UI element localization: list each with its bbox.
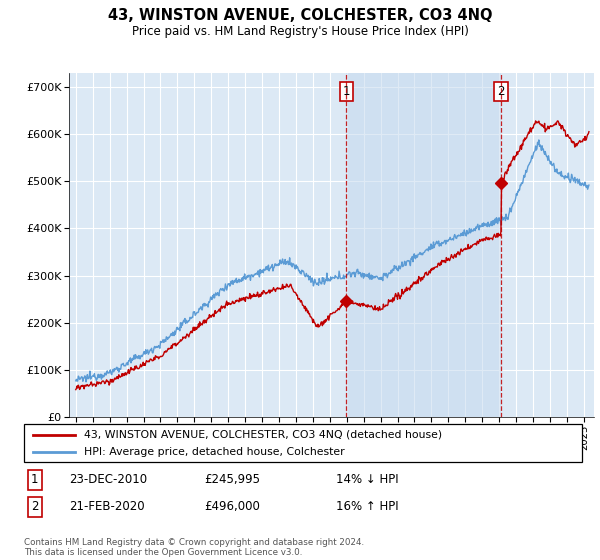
Text: 14% ↓ HPI: 14% ↓ HPI — [336, 473, 398, 487]
Text: Price paid vs. HM Land Registry's House Price Index (HPI): Price paid vs. HM Land Registry's House … — [131, 25, 469, 38]
Text: 2: 2 — [31, 500, 38, 514]
Text: 43, WINSTON AVENUE, COLCHESTER, CO3 4NQ (detached house): 43, WINSTON AVENUE, COLCHESTER, CO3 4NQ … — [84, 430, 442, 440]
Text: Contains HM Land Registry data © Crown copyright and database right 2024.
This d: Contains HM Land Registry data © Crown c… — [24, 538, 364, 557]
Text: 1: 1 — [31, 473, 38, 487]
Text: £245,995: £245,995 — [204, 473, 260, 487]
Text: 2: 2 — [497, 85, 505, 98]
Text: HPI: Average price, detached house, Colchester: HPI: Average price, detached house, Colc… — [84, 447, 344, 458]
Text: 43, WINSTON AVENUE, COLCHESTER, CO3 4NQ: 43, WINSTON AVENUE, COLCHESTER, CO3 4NQ — [108, 8, 492, 24]
Bar — [346, 73, 501, 417]
Text: 21-FEB-2020: 21-FEB-2020 — [69, 500, 145, 514]
Text: 16% ↑ HPI: 16% ↑ HPI — [336, 500, 398, 514]
Text: £496,000: £496,000 — [204, 500, 260, 514]
Text: 1: 1 — [343, 85, 350, 98]
Text: 23-DEC-2010: 23-DEC-2010 — [69, 473, 147, 487]
